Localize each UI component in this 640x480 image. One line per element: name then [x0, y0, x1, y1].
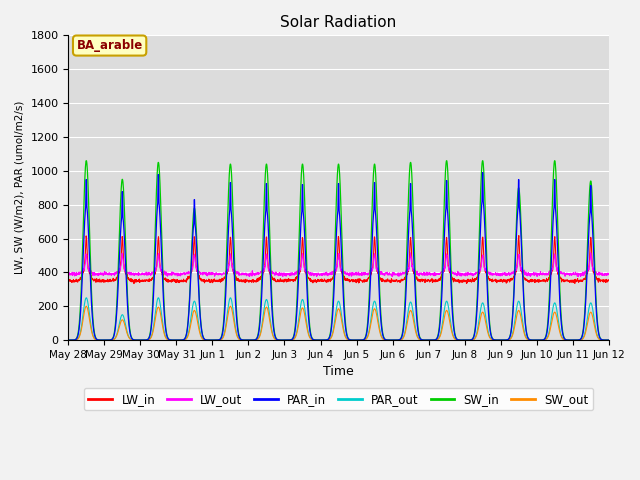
PAR_out — [573, 337, 580, 343]
Legend: LW_in, LW_out, PAR_in, PAR_out, SW_in, SW_out: LW_in, LW_out, PAR_in, PAR_out, SW_in, S… — [84, 388, 593, 410]
LW_in — [573, 277, 580, 283]
PAR_out — [557, 333, 565, 338]
SW_out — [216, 337, 223, 343]
Line: SW_out: SW_out — [68, 306, 609, 340]
Line: PAR_in: PAR_in — [68, 173, 609, 340]
SW_in — [355, 337, 362, 343]
PAR_out — [65, 337, 72, 343]
LW_out — [215, 270, 223, 276]
LW_out — [557, 271, 564, 276]
LW_in — [366, 273, 374, 279]
PAR_out — [605, 337, 612, 343]
SW_in — [216, 336, 223, 342]
LW_in — [355, 277, 362, 283]
LW_out — [65, 272, 72, 278]
SW_in — [173, 337, 180, 343]
PAR_out — [100, 337, 108, 343]
SW_out — [496, 337, 504, 343]
PAR_in — [479, 170, 486, 176]
SW_in — [83, 158, 90, 164]
PAR_in — [605, 337, 612, 343]
LW_out — [587, 250, 595, 256]
LW_in — [605, 277, 612, 283]
LW_out — [575, 274, 582, 279]
LW_out — [495, 273, 503, 278]
SW_out — [355, 337, 362, 343]
SW_in — [496, 337, 504, 343]
SW_in — [366, 267, 374, 273]
Y-axis label: LW, SW (W/m2), PAR (umol/m2/s): LW, SW (W/m2), PAR (umol/m2/s) — [15, 101, 25, 275]
PAR_in — [216, 337, 223, 343]
SW_out — [573, 337, 580, 343]
SW_out — [65, 337, 72, 343]
Line: LW_out: LW_out — [68, 253, 609, 276]
Line: PAR_out: PAR_out — [68, 298, 609, 340]
PAR_out — [496, 337, 504, 343]
PAR_in — [557, 321, 565, 327]
LW_out — [354, 272, 362, 278]
PAR_in — [573, 337, 580, 343]
PAR_out — [355, 337, 362, 343]
PAR_out — [83, 295, 90, 300]
X-axis label: Time: Time — [323, 365, 354, 378]
Text: BA_arable: BA_arable — [77, 39, 143, 52]
SW_in — [65, 337, 72, 343]
SW_in — [573, 337, 580, 343]
PAR_in — [496, 337, 504, 343]
LW_out — [572, 272, 580, 277]
PAR_in — [355, 337, 362, 343]
LW_in — [65, 277, 72, 283]
PAR_in — [65, 337, 72, 343]
LW_in — [557, 276, 565, 282]
LW_in — [216, 277, 223, 283]
Line: LW_in: LW_in — [68, 236, 609, 284]
PAR_in — [366, 290, 374, 296]
SW_out — [100, 337, 108, 343]
SW_in — [557, 316, 565, 322]
LW_in — [496, 277, 504, 283]
Title: Solar Radiation: Solar Radiation — [280, 15, 397, 30]
LW_in — [515, 233, 523, 239]
PAR_out — [216, 337, 223, 343]
LW_out — [605, 272, 612, 277]
SW_out — [605, 337, 612, 343]
SW_out — [557, 334, 565, 340]
PAR_in — [173, 337, 180, 343]
LW_in — [130, 281, 138, 287]
SW_out — [83, 303, 90, 309]
SW_in — [605, 337, 612, 343]
PAR_out — [366, 322, 374, 327]
SW_out — [366, 325, 374, 331]
LW_out — [366, 270, 374, 276]
Line: SW_in: SW_in — [68, 161, 609, 340]
